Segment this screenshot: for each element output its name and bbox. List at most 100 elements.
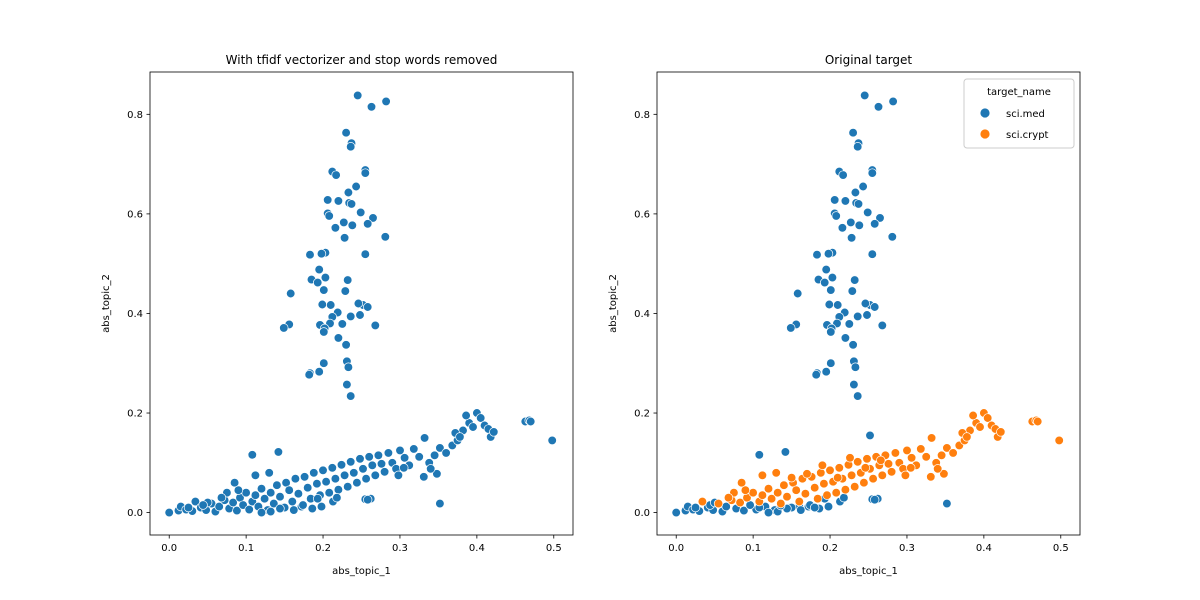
left-series-0-point-52 <box>337 319 347 329</box>
left-y-tick-label-2: 0.4 <box>127 309 143 320</box>
right-sci-crypt-point-69 <box>996 427 1006 437</box>
left-scatter-marks <box>164 90 557 518</box>
left-series-0-point-27 <box>316 249 327 259</box>
left-series-0-point-135 <box>414 452 424 462</box>
left-x-axis-label: abs_topic_1 <box>332 566 391 577</box>
right-sci-crypt-point-24 <box>822 490 832 500</box>
right-y-ticks: 0.0 0.2 0.4 0.6 0.8 <box>634 110 657 519</box>
left-x-ticks: 0.0 0.1 0.2 0.3 0.4 0.5 <box>161 535 562 554</box>
left-series-0-point-188 <box>198 500 208 510</box>
right-sci-crypt-point-0 <box>697 496 708 507</box>
left-series-0-point-83 <box>244 504 254 515</box>
left-series-0-point-58 <box>343 362 354 372</box>
right-sci-med-point-38 <box>824 299 834 310</box>
left-x-tick-label-2: 0.2 <box>315 543 331 554</box>
left-series-0-point-170 <box>313 494 323 504</box>
left-series-0-point-159 <box>435 498 445 509</box>
legend-title: target_name <box>987 87 1051 98</box>
left-series-0-point-182 <box>275 503 285 514</box>
left-series-0-point-30 <box>314 264 324 275</box>
right-sci-crypt-point-75 <box>1033 416 1043 427</box>
left-series-0-point-21 <box>347 220 357 230</box>
right-sci-crypt-point-12 <box>779 480 789 490</box>
legend-marker-sci-med <box>979 107 991 119</box>
right-sci-med-point-20 <box>846 217 856 228</box>
right-sci-med-point-58 <box>850 362 861 372</box>
right-sci-crypt-point-37 <box>862 454 872 464</box>
right-x-tick-label-1: 0.1 <box>745 543 761 554</box>
left-series-0-point-107 <box>318 465 328 475</box>
right-sci-crypt-point-33 <box>850 482 860 492</box>
left-series-0-point-78 <box>228 497 238 508</box>
left-series-0-point-111 <box>330 474 341 484</box>
left-series-0-point-88 <box>259 494 270 504</box>
left-series-0-point-37 <box>286 288 296 299</box>
right-sci-med-point-103 <box>780 447 791 457</box>
right-chart-title: Original target <box>825 53 913 67</box>
left-series-0-point-124 <box>370 470 380 480</box>
left-series-0-point-177 <box>298 500 308 510</box>
right-sci-med-point-54 <box>877 320 887 331</box>
left-x-tick-label-4: 0.4 <box>469 543 485 554</box>
right-sci-crypt-point-1 <box>713 498 724 509</box>
left-series-0-point-183 <box>233 485 244 495</box>
left-series-0-point-87 <box>256 484 267 494</box>
left-series-0-point-138 <box>429 450 440 460</box>
left-series-0-point-5 <box>346 142 356 152</box>
left-series-0-point-122 <box>364 452 374 462</box>
right-x-ticks: 0.0 0.1 0.2 0.3 0.4 0.5 <box>668 535 1069 554</box>
left-series-0-point-104 <box>309 468 319 478</box>
right-sci-crypt-point-11 <box>776 498 786 509</box>
left-series-0-point-96 <box>284 485 294 495</box>
left-series-0-point-13 <box>333 196 344 206</box>
right-sci-crypt-point-21 <box>813 494 823 504</box>
left-series-0-point-23 <box>363 219 373 229</box>
left-series-0-point-157 <box>526 416 536 427</box>
left-series-0-point-136 <box>419 433 430 443</box>
left-series-0-point-110 <box>327 463 337 473</box>
right-sci-crypt-point-9 <box>766 494 777 504</box>
left-series-0-point-174 <box>250 470 261 480</box>
left-series-0-point-31 <box>320 272 331 283</box>
right-sci-crypt-point-85 <box>736 478 747 488</box>
left-y-axis-label: abs_topic_2 <box>101 274 112 333</box>
right-sci-crypt-point-5 <box>748 488 758 498</box>
left-series-0-point-42 <box>353 298 364 309</box>
left-series-0-point-189 <box>183 502 194 513</box>
left-series-0-point-33 <box>313 277 323 288</box>
left-series-0-point-145 <box>468 422 478 432</box>
legend: target_name sci.med sci.crypt <box>963 78 1075 149</box>
left-series-0-point-171 <box>247 450 257 460</box>
left-series-0-point-181 <box>266 506 276 517</box>
right-sci-med-point-34 <box>850 275 860 285</box>
right-sci-med-point-76 <box>739 505 749 516</box>
left-series-0-point-8 <box>360 168 370 178</box>
left-series-0-point-128 <box>383 448 394 458</box>
right-x-tick-label-2: 0.2 <box>822 543 838 554</box>
left-series-0-point-123 <box>367 460 377 470</box>
left-series-0-point-120 <box>358 464 368 474</box>
left-series-0-point-25 <box>380 232 390 242</box>
left-series-0-point-151 <box>489 427 499 437</box>
right-sci-med-point-11 <box>850 187 861 198</box>
right-sci-crypt-point-54 <box>926 433 937 443</box>
left-series-0-point-1 <box>366 102 377 112</box>
right-sci-med-point-51 <box>786 323 796 333</box>
left-series-0-point-160 <box>419 472 429 482</box>
left-series-0-point-34 <box>343 275 353 285</box>
left-series-0-point-12 <box>323 195 333 205</box>
left-series-0-point-20 <box>339 217 349 228</box>
left-series-0-point-70 <box>190 496 201 507</box>
right-sci-med-point-87 <box>823 501 834 512</box>
right-sci-crypt-point-91 <box>833 473 843 483</box>
left-series-0-point-93 <box>275 492 285 502</box>
right-sci-med-point-97 <box>870 495 880 505</box>
left-series-0-point-102 <box>303 483 313 493</box>
right-scatter-panel: Original target 0.0 0.1 0.2 0.3 0.4 0.5 0.00.… <box>608 53 1081 577</box>
right-sci-crypt-point-39 <box>868 474 878 484</box>
left-series-0-point-59 <box>319 358 329 368</box>
right-sci-med-point-24 <box>846 233 857 243</box>
left-series-0-point-169 <box>332 493 342 503</box>
right-sci-crypt-point-78 <box>939 469 949 479</box>
